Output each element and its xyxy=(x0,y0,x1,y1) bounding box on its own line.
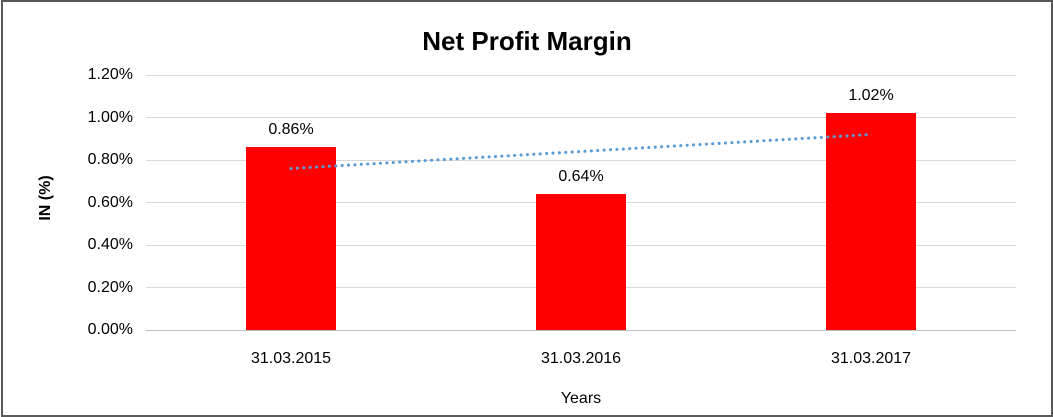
y-tick-label: 0.60% xyxy=(87,193,133,211)
bar-value-label: 0.86% xyxy=(268,121,314,139)
gridline xyxy=(146,159,1016,161)
y-tick-label: 0.80% xyxy=(87,151,133,168)
gridline xyxy=(146,74,1016,76)
bar-31.03.2017 xyxy=(826,113,916,330)
x-tick-label: 31.03.2015 xyxy=(250,350,332,367)
chart-title: Net Profit Margin xyxy=(422,26,632,56)
y-tick-label: 0.20% xyxy=(87,278,133,296)
y-tick-label: 1.20% xyxy=(87,66,133,83)
trendline xyxy=(289,133,873,170)
x-tick-label: 31.03.2016 xyxy=(540,350,622,367)
y-tick-label: 0.00% xyxy=(87,321,133,338)
y-tick-label: 0.40% xyxy=(87,236,133,253)
bar-value-label: 0.64% xyxy=(558,168,604,185)
bar-31.03.2016 xyxy=(536,194,626,330)
x-axis-title: Years xyxy=(560,390,602,407)
bar-value-label: 1.02% xyxy=(848,87,894,105)
bar-31.03.2015 xyxy=(246,147,336,330)
x-axis-line xyxy=(146,329,1016,331)
y-tick-label: 1.00% xyxy=(87,108,133,126)
plot-area: 0.86% 0.64% 1.02% xyxy=(146,74,1016,331)
gridline xyxy=(146,117,1016,118)
x-tick-label: 31.03.2017 xyxy=(830,350,912,367)
